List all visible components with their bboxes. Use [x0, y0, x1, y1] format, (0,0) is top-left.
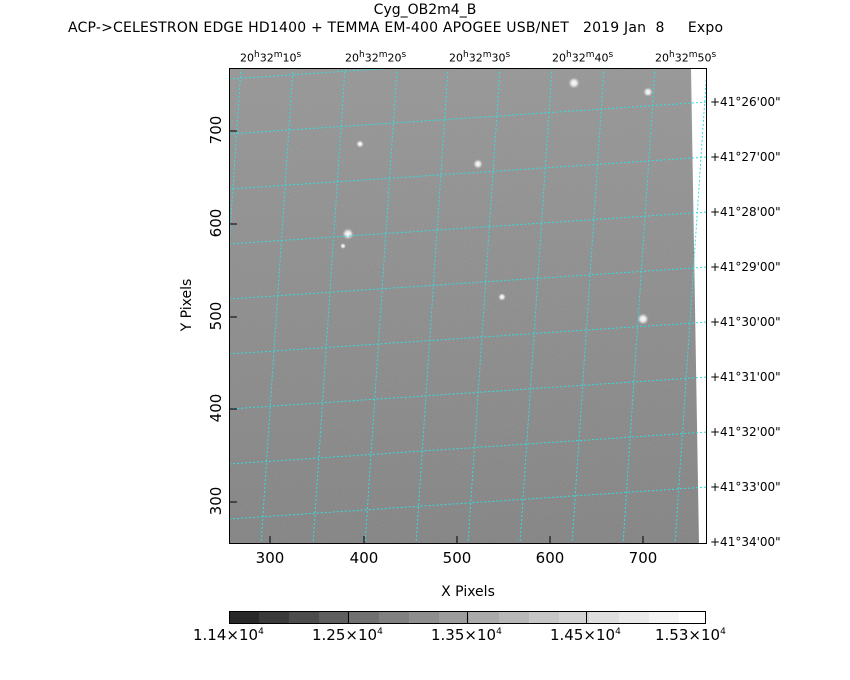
sky-image	[229, 68, 707, 544]
y-tick-500: 500	[207, 301, 225, 331]
dec-tick-7: +41°32'00"	[710, 425, 781, 439]
colorbar-label-3: 1.35×104	[431, 626, 502, 644]
x-tick-600: 600	[535, 549, 565, 567]
colorbar-label-1: 1.14×104	[193, 626, 264, 644]
x-axis-label: X Pixels	[441, 584, 495, 600]
x-tick-400: 400	[349, 549, 379, 567]
stars	[340, 77, 653, 325]
y-tick-400: 400	[207, 393, 225, 423]
dec-tick-4: +41°29'00"	[710, 260, 781, 274]
y-axis-label: Y Pixels	[179, 278, 195, 332]
x-tick-500: 500	[442, 549, 472, 567]
x-tick-300: 300	[255, 549, 285, 567]
y-tick-700: 700	[207, 115, 225, 145]
ra-tick-1: 20h32m10s	[240, 50, 302, 65]
axis-ticks	[229, 130, 644, 544]
ra-tick-5: 20h32m50s	[655, 50, 717, 65]
dec-tick-1: +41°26'00"	[710, 95, 781, 109]
ra-tick-4: 20h32m40s	[552, 50, 614, 65]
colorbar-label-2: 1.25×104	[312, 626, 383, 644]
dec-tick-2: +41°27'00"	[710, 150, 781, 164]
dec-tick-3: +41°28'00"	[710, 205, 781, 219]
instrument-info-line: ACP->CELESTRON EDGE HD1400 + TEMMA EM-40…	[68, 20, 724, 36]
colorbar	[229, 611, 706, 624]
x-tick-700: 700	[628, 549, 658, 567]
dec-tick-9: +41°34'00"	[710, 535, 781, 549]
image-title: Cyg_OB2m4_B	[373, 2, 477, 18]
ra-tick-3: 20h32m30s	[449, 50, 511, 65]
wcs-grid	[229, 68, 707, 544]
dec-tick-5: +41°30'00"	[710, 315, 781, 329]
ra-tick-2: 20h32m20s	[345, 50, 407, 65]
y-tick-300: 300	[207, 486, 225, 516]
dec-tick-8: +41°33'00"	[710, 480, 781, 494]
y-tick-600: 600	[207, 208, 225, 238]
colorbar-label-4: 1.45×104	[550, 626, 621, 644]
no-data-edge	[691, 68, 707, 544]
colorbar-label-5: 1.53×104	[655, 626, 726, 644]
dec-tick-6: +41°31'00"	[710, 370, 781, 384]
